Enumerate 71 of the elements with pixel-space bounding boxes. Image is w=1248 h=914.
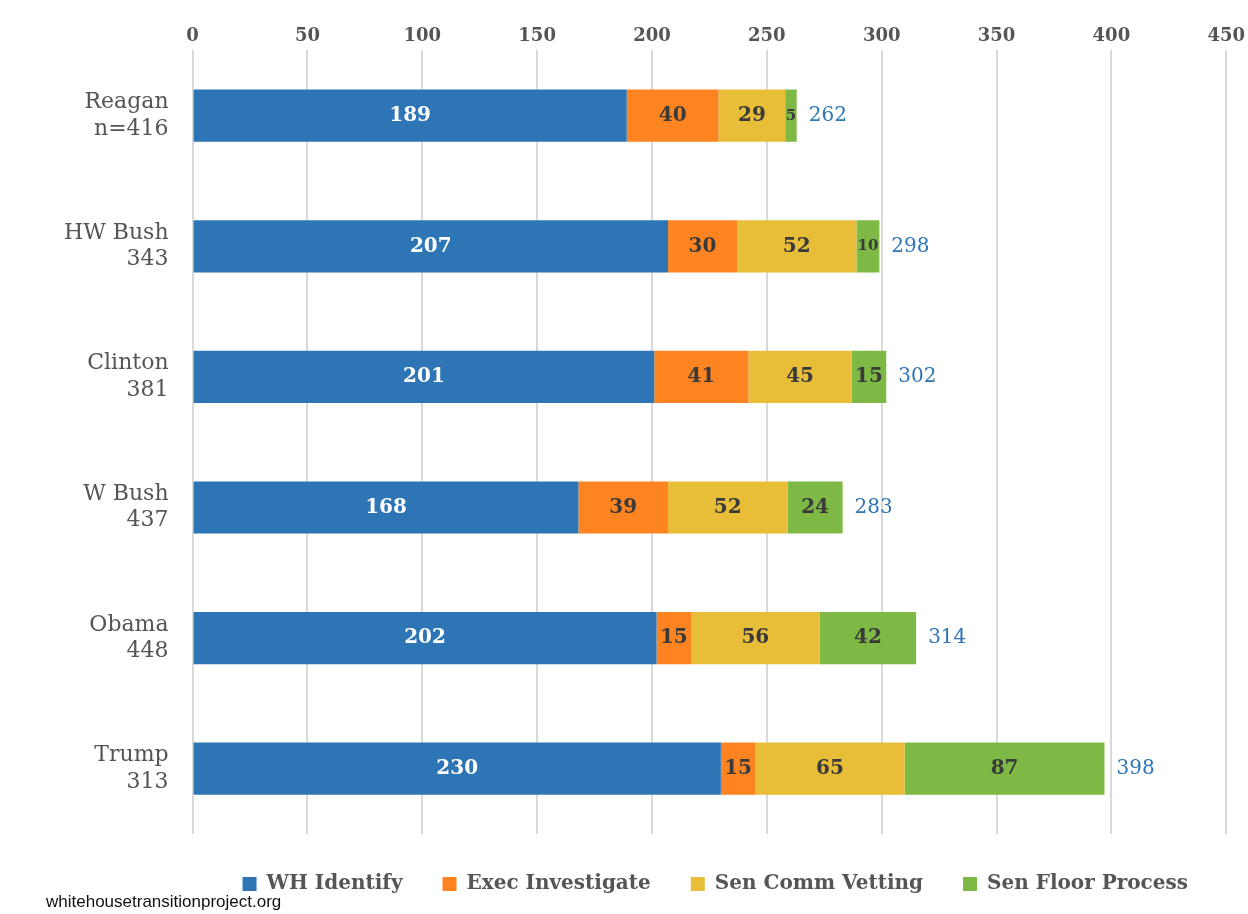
data-label: 15 — [659, 624, 688, 649]
data-label: 189 — [389, 101, 432, 126]
bar — [785, 89, 797, 142]
total-label: 302 — [898, 363, 937, 388]
total-label: 298 — [891, 232, 930, 257]
text: whitehousetransitionproject.org — [46, 892, 282, 912]
bar — [787, 481, 843, 534]
data-label: 45 — [786, 363, 815, 388]
data-label: 230 — [436, 754, 479, 779]
bar — [193, 89, 627, 142]
data-label: 168 — [365, 493, 407, 518]
bar — [193, 742, 721, 795]
data-label: 87 — [990, 754, 1019, 779]
bar — [193, 611, 657, 665]
y-tick-label: W Bush 437 — [83, 480, 169, 532]
legend-label: WH Identify — [265, 870, 404, 895]
bar — [578, 481, 669, 534]
bar — [819, 611, 917, 665]
total-label: 398 — [1116, 754, 1155, 779]
bar — [193, 220, 669, 273]
bar — [904, 742, 1105, 795]
bar — [668, 481, 788, 534]
x-tick-label: 150 — [518, 24, 556, 46]
y-tick-label: Clinton 381 — [87, 349, 169, 401]
bar — [755, 742, 905, 795]
data-label: 56 — [741, 624, 770, 649]
x-tick-label: 0 — [186, 24, 199, 46]
data-label: 30 — [688, 232, 717, 257]
y-tick-label: Obama 448 — [89, 610, 169, 663]
total-label: 314 — [928, 624, 967, 649]
x-tick-label: 250 — [748, 24, 786, 46]
data-label: 52 — [713, 493, 742, 518]
data-label: 24 — [801, 493, 830, 518]
bar — [691, 611, 820, 665]
legend-label: Sen Floor Process — [987, 870, 1189, 895]
data-label: 41 — [687, 363, 716, 388]
data-label: 39 — [609, 493, 638, 518]
bar — [626, 89, 719, 142]
bar — [736, 220, 857, 273]
bar — [193, 481, 579, 534]
data-label: 15 — [855, 363, 883, 388]
bar — [654, 350, 749, 404]
total-label: 262 — [808, 101, 847, 126]
x-tick-label: 300 — [862, 24, 901, 46]
data-label: 65 — [816, 754, 844, 779]
x-tick-label: 350 — [977, 24, 1016, 46]
data-label: 10 — [857, 236, 879, 255]
y-tick-label: HW Bush 343 — [63, 218, 169, 271]
x-tick-label: 200 — [633, 24, 671, 46]
bar — [718, 89, 786, 142]
legend-label: Sen Comm Vetting — [714, 870, 924, 895]
bar — [193, 350, 655, 404]
x-tick-label: 50 — [294, 24, 320, 46]
bar — [668, 220, 737, 273]
data-label: 201 — [403, 363, 445, 388]
data-label: 42 — [853, 624, 882, 649]
data-label: 202 — [404, 624, 446, 649]
data-label: 52 — [782, 232, 811, 257]
data-label: 40 — [658, 101, 687, 126]
x-tick-label: 450 — [1207, 24, 1245, 46]
data-label: 29 — [737, 101, 766, 126]
data-label: 5 — [785, 105, 797, 124]
y-tick-label: Reagan n=416 — [84, 88, 169, 140]
y-tick-label: Trump 313 — [94, 741, 169, 793]
legend-label: Exec Investigate — [466, 870, 651, 895]
x-tick-label: 400 — [1092, 24, 1131, 46]
data-label: 15 — [724, 754, 753, 779]
total-label: 283 — [854, 493, 893, 518]
bar — [748, 350, 852, 404]
x-tick-label: 100 — [403, 24, 442, 46]
data-label: 207 — [409, 232, 452, 257]
